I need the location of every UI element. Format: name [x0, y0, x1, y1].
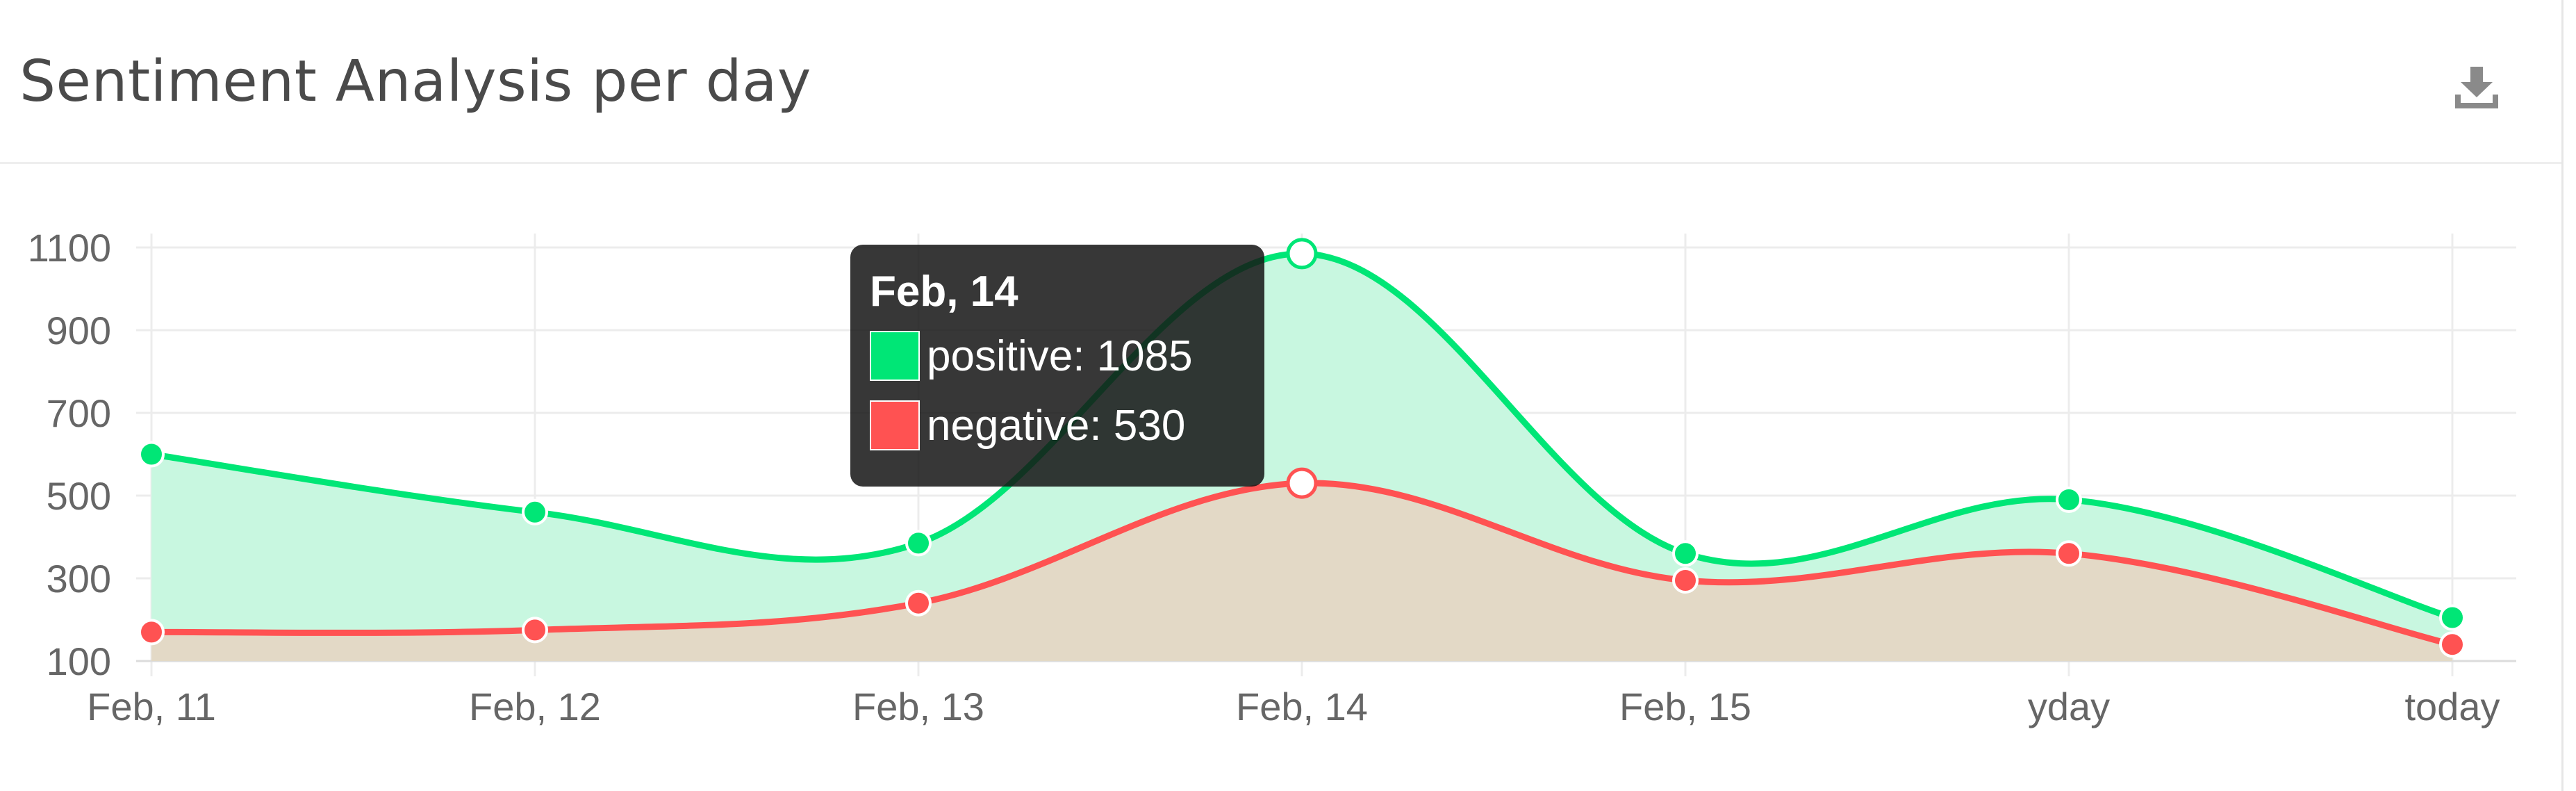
- chart-area: 100 300 500 700 900 1100 Feb, 11 Feb, 12 Feb, 13…: [0, 164, 2563, 791]
- positive-area: [151, 253, 2452, 661]
- negative-area: [151, 482, 2452, 661]
- area-layer: [151, 253, 2452, 661]
- positive-swatch: [870, 331, 920, 381]
- tooltip-row-negative: negative: 530: [870, 399, 1185, 452]
- positive-point[interactable]: [905, 530, 932, 557]
- point-layer: [138, 238, 2466, 658]
- tooltip-title: Feb, 14: [870, 268, 1018, 316]
- x-tick-label: yday: [2028, 685, 2110, 728]
- x-tick-label: Feb, 15: [1619, 685, 1751, 728]
- x-tick-label: Feb, 12: [469, 685, 601, 728]
- tooltip-positive-label: positive: 1085: [927, 332, 1193, 380]
- y-tick-label: 100: [47, 639, 111, 683]
- positive-point[interactable]: [2439, 604, 2466, 631]
- y-tick-label: 700: [47, 391, 111, 435]
- x-tick-label: Feb, 13: [852, 685, 984, 728]
- x-tick-label: Feb, 14: [1236, 685, 1368, 728]
- negative-point[interactable]: [905, 589, 932, 617]
- y-tick-label: 300: [47, 557, 111, 601]
- chart-tooltip: Feb, 14 positive: 1085 negative: 530: [850, 245, 1264, 487]
- download-button[interactable]: [2452, 63, 2501, 111]
- x-tick-label: Feb, 11: [87, 685, 216, 728]
- page-title: Sentiment Analysis per day: [19, 49, 811, 115]
- positive-point[interactable]: [1286, 238, 1318, 270]
- sentiment-chart: 100 300 500 700 900 1100 Feb, 11 Feb, 12 Feb, 13…: [28, 226, 2516, 728]
- y-tick-label: 900: [47, 309, 111, 352]
- negative-point[interactable]: [2056, 540, 2082, 567]
- y-tick-label: 500: [47, 474, 111, 518]
- y-tick-label: 1100: [28, 226, 111, 270]
- positive-point[interactable]: [2056, 486, 2082, 513]
- negative-point[interactable]: [1286, 467, 1318, 499]
- negative-swatch: [870, 400, 920, 450]
- negative-point[interactable]: [138, 619, 165, 646]
- tooltip-row-positive: positive: 1085: [870, 329, 1193, 382]
- positive-point[interactable]: [138, 441, 165, 468]
- label-layer: 100 300 500 700 900 1100 Feb, 11 Feb, 12 Feb, 13…: [28, 226, 2500, 728]
- card-header: Sentiment Analysis per day: [0, 0, 2561, 164]
- negative-point[interactable]: [522, 617, 548, 644]
- download-icon: [2455, 67, 2498, 108]
- positive-point[interactable]: [522, 498, 548, 525]
- positive-point[interactable]: [1672, 540, 1699, 567]
- x-tick-label: today: [2405, 685, 2500, 728]
- tooltip-negative-label: negative: 530: [927, 401, 1186, 450]
- negative-point[interactable]: [1672, 566, 1699, 594]
- negative-point[interactable]: [2439, 631, 2466, 658]
